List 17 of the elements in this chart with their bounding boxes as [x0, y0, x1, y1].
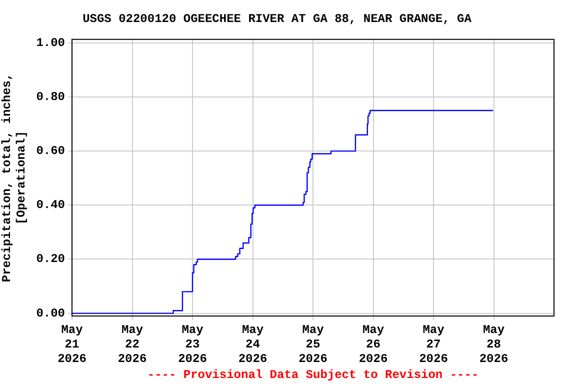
x-tick-label: May 27 2026 — [419, 323, 448, 366]
x-tick-label: May 28 2026 — [479, 323, 508, 366]
y-tick-label: 0.20 — [36, 252, 65, 266]
y-tick-label: 0.00 — [36, 306, 65, 320]
y-tick-label: 0.60 — [36, 144, 65, 158]
x-tick-label: May 21 2026 — [58, 323, 86, 366]
text: ---- Provisional Data Subject to Revision ---- — [147, 368, 479, 382]
chart-title: USGS 02200120 OGEECHEE RIVER AT GA 88, NEAR GRANGE, GA — [82, 12, 472, 26]
x-tick-label: May 26 2026 — [358, 323, 388, 366]
y-tick-label: 1.00 — [36, 36, 65, 50]
x-tick-label: May 25 2026 — [298, 323, 328, 366]
y-tick-label: 0.40 — [36, 198, 65, 212]
x-tick-label: May 23 2026 — [178, 323, 207, 366]
x-tick-label: May 22 2026 — [118, 323, 147, 366]
x-tick-label: May 24 2026 — [238, 323, 268, 366]
y-axis-title: Precipitation, total, inches, [Operational] — [0, 73, 29, 282]
y-tick-label: 0.80 — [36, 90, 65, 104]
